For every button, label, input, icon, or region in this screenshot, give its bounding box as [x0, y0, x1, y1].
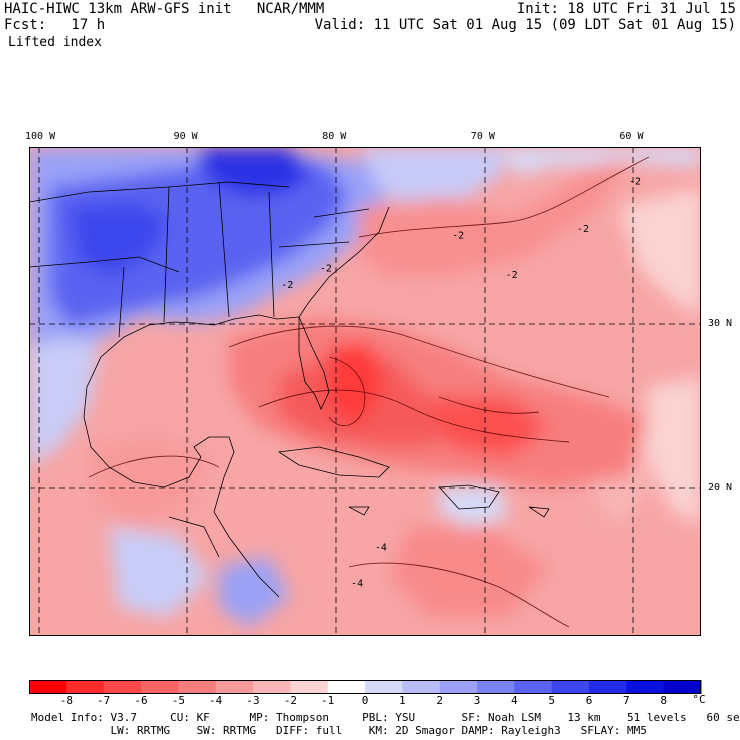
colorbar-segment: [29, 680, 67, 694]
colorbar-tick-label: 5: [548, 694, 555, 707]
colorbar-tick-label: -7: [97, 694, 111, 707]
colorbar-tick-label: 8: [660, 694, 667, 707]
colorbar-frame: [29, 680, 701, 694]
lifted-index-field: [29, 147, 701, 627]
colorbar-segment: [439, 680, 478, 694]
contour-label: -4: [351, 578, 363, 589]
colorbar-tick-label: 7: [623, 694, 630, 707]
lon-label: 90 W: [173, 131, 198, 142]
contour-label: -2: [452, 231, 464, 242]
colorbar-tick-label: 6: [585, 694, 593, 707]
contour-label: -2: [320, 264, 332, 275]
field-name: Lifted index: [8, 35, 102, 50]
colorbar-tick-label: 0: [361, 694, 369, 707]
colorbar-tick-label: -6: [134, 694, 148, 707]
map-frame: [29, 147, 701, 636]
colorbar-tick-label: -3: [246, 694, 260, 707]
valid-time: Valid: 11 UTC Sat 01 Aug 15 (09 LDT Sat …: [314, 17, 736, 33]
lat-label: 20 N: [708, 482, 733, 493]
colorbar-segment: [327, 680, 366, 694]
lon-label: 70 W: [470, 131, 495, 142]
colorbar-segment: [290, 680, 329, 694]
model-title: HAIC-HIWC 13km ARW-GFS init NCAR/MMM: [4, 1, 325, 17]
colorbar-tick-label: -4: [209, 694, 223, 707]
colorbar-segment: [66, 680, 105, 694]
colorbar-segment: [103, 680, 142, 694]
model-info-line1: Model Info: V3.7 CU: KF MP: Thompson PBL…: [31, 711, 740, 724]
colorbar: [29, 680, 702, 694]
graticule: [29, 147, 701, 636]
colorbar-tick-label: -5: [171, 694, 185, 707]
colorbar-segment: [215, 680, 254, 694]
colorbar-tick-label: -2: [283, 694, 297, 707]
lon-label: 80 W: [322, 131, 347, 142]
coastlines-and-borders: [29, 181, 550, 598]
colorbar-segment: [253, 680, 291, 694]
contour-labels: -2 -2 -2 -2 -2 -2 -4 -4: [281, 177, 641, 590]
colorbar-tick-label: 1: [399, 694, 406, 707]
colorbar-tick-label: 3: [473, 694, 481, 707]
colorbar-segment: [141, 680, 179, 694]
lifted-index-map: -2 -2 -2 -2 -2 -2 -4 -4: [29, 147, 701, 636]
colorbar-segment: [402, 680, 441, 694]
contour-label: -4: [375, 542, 387, 553]
colorbar-segment: [663, 680, 702, 694]
colorbar-segment: [551, 680, 590, 694]
colorbar-tick-label: -1: [321, 694, 335, 707]
init-time: Init: 18 UTC Fri 31 Jul 15: [516, 1, 736, 17]
colorbar-segment: [589, 680, 627, 694]
colorbar-segment: [626, 680, 665, 694]
colorbar-segment: [514, 680, 553, 694]
contour-label: -2: [577, 224, 589, 235]
lat-label: 30 N: [708, 318, 733, 329]
colorbar-segment: [365, 680, 403, 694]
contour-lines: [88, 156, 650, 628]
contour-label: -2: [281, 280, 293, 291]
contour-label: -2: [506, 270, 518, 281]
colorbar-segment: [178, 680, 217, 694]
contour-label: -2: [629, 177, 641, 188]
colorbar-tick-label: 2: [436, 694, 443, 707]
forecast-hour: Fcst: 17 h: [4, 17, 106, 33]
lon-label: 60 W: [619, 131, 644, 142]
model-info-line2: LW: RRTMG SW: RRTMG DIFF: full KM: 2D Sm…: [31, 724, 647, 737]
colorbar-tick-label: -8: [59, 694, 73, 707]
colorbar-segment: [477, 680, 515, 694]
lon-label: 100 W: [25, 131, 56, 142]
colorbar-tick-label: 4: [511, 694, 518, 707]
colorbar-unit: °C: [692, 693, 706, 706]
